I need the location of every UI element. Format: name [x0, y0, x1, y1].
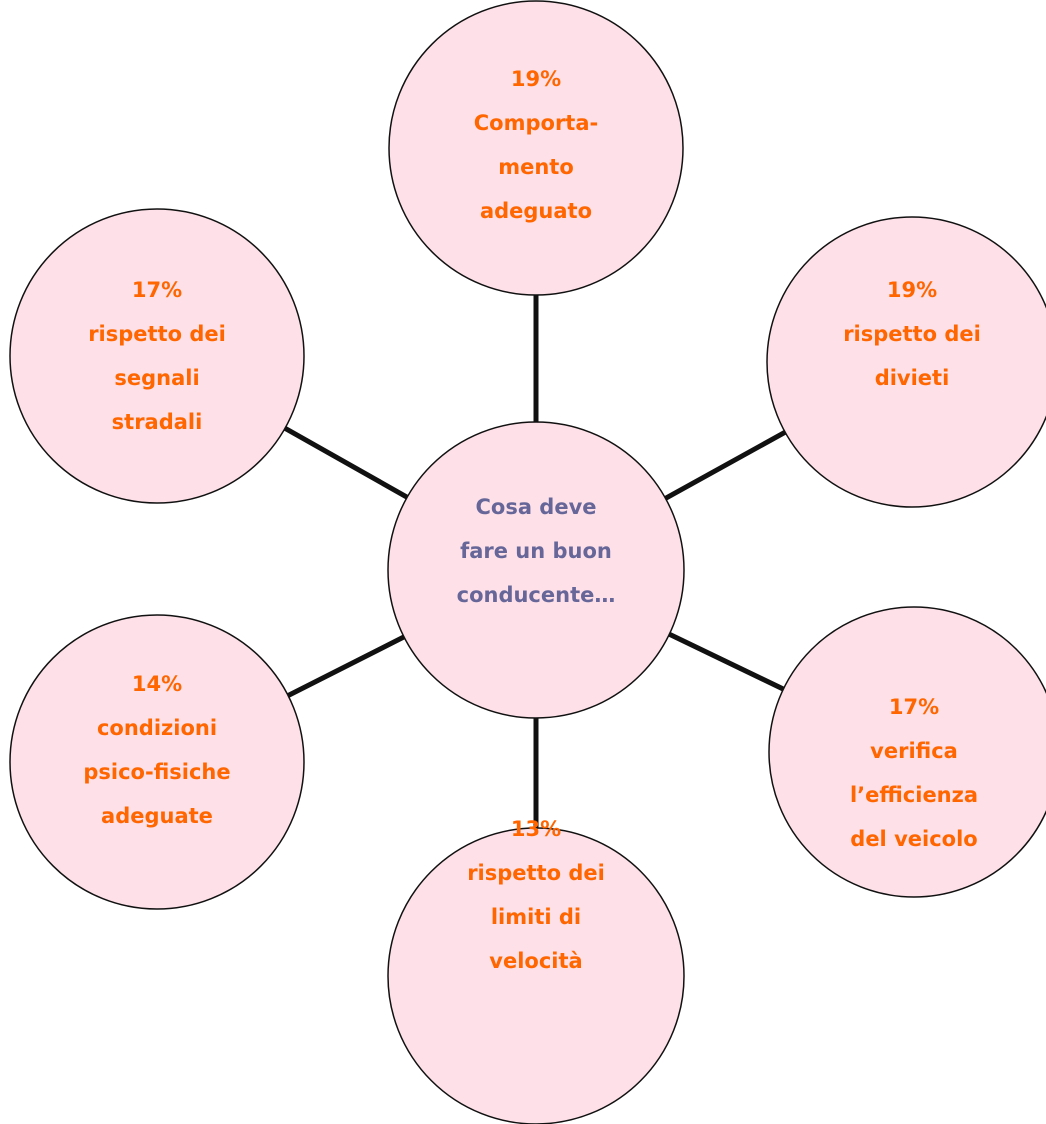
center-circle	[387, 421, 685, 719]
node: 14% condizioni psico-fisiche adeguate	[9, 614, 305, 910]
node-circle	[9, 614, 305, 910]
node-text: verifica	[870, 739, 958, 763]
node-circle	[768, 606, 1046, 898]
node-circle	[387, 827, 685, 1124]
node-text: velocità	[489, 949, 582, 973]
node-text: l’efficienza	[850, 783, 978, 807]
center-node: Cosa deve fare un buon conducente…	[387, 421, 685, 719]
node: 17% verifica l’efficienza del veicolo	[768, 606, 1046, 898]
node-text: adeguato	[480, 199, 592, 223]
node-text: psico-fisiche	[83, 760, 230, 784]
node-text: 17%	[889, 695, 939, 719]
node-text: Cosa deve	[475, 495, 596, 519]
node-circle	[388, 0, 684, 296]
node-text: fare un buon	[460, 539, 612, 563]
node-text: conducente…	[457, 583, 616, 607]
node-text: stradali	[112, 410, 203, 434]
node-text: Comporta-	[474, 111, 598, 135]
node-text: divieti	[875, 366, 950, 390]
node: 19% rispetto dei divieti	[766, 216, 1046, 508]
node: 17% rispetto dei segnali stradali	[9, 208, 305, 504]
node-text: mento	[498, 155, 574, 179]
node-text: 14%	[132, 672, 182, 696]
node-text: condizioni	[97, 716, 217, 740]
node-text: adeguate	[101, 804, 213, 828]
node-text: 19%	[887, 278, 937, 302]
node-text: rispetto dei	[88, 322, 226, 346]
node-text: limiti di	[491, 905, 581, 929]
node-text: 19%	[511, 67, 561, 91]
node-circle	[766, 216, 1046, 508]
node: 13% rispetto dei limiti di velocità	[387, 817, 685, 1124]
circles: 19% Comporta-mento adeguato 19% rispetto dei…	[9, 0, 1046, 1124]
node-circle	[9, 208, 305, 504]
node-text: del veicolo	[850, 827, 977, 851]
node: 19% Comporta-mento adeguato	[388, 0, 684, 296]
node-text: segnali	[114, 366, 199, 390]
node-text: 17%	[132, 278, 182, 302]
node-text: rispetto dei	[843, 322, 981, 346]
node-text: 13%	[511, 817, 561, 841]
node-text: rispetto dei	[467, 861, 605, 885]
